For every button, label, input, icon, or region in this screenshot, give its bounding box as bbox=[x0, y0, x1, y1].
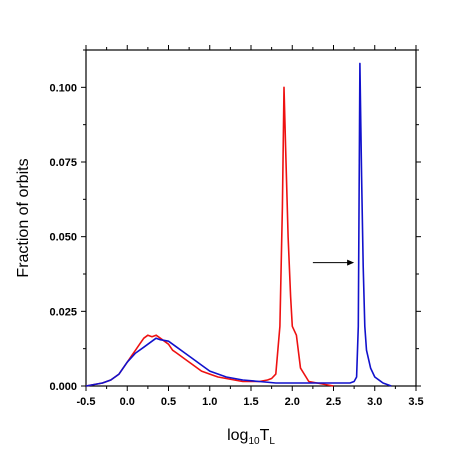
x-label-var: T bbox=[260, 427, 270, 444]
plot-frame bbox=[85, 49, 417, 387]
arrow-head bbox=[347, 259, 355, 266]
annotation-layer bbox=[312, 259, 355, 266]
y-axis-label: Fraction of orbits bbox=[15, 158, 32, 277]
x-tick-label: 1.0 bbox=[202, 396, 217, 408]
x-label-main: log bbox=[227, 427, 248, 444]
x-tick-label: 0.0 bbox=[120, 396, 135, 408]
x-tick-label: 2.5 bbox=[326, 396, 341, 408]
y-tick-label: 0.100 bbox=[49, 82, 77, 94]
series-layer bbox=[85, 62, 392, 387]
x-label-var-sub: L bbox=[269, 436, 275, 447]
x-tick-label: 1.5 bbox=[243, 396, 258, 408]
x-tick-label: 3.5 bbox=[408, 396, 423, 408]
x-axis-label: log10TL bbox=[227, 427, 275, 447]
x-tick-label: 0.5 bbox=[161, 396, 176, 408]
x-tick-label: -0.5 bbox=[77, 396, 96, 408]
x-label-sub: 10 bbox=[248, 436, 260, 447]
y-tick-label: 0.075 bbox=[49, 157, 77, 169]
y-tick-label: 0.000 bbox=[49, 381, 77, 393]
x-axis: -0.5 0.0 0.5 1.0 1.5 2.0 2.5 3.0 3.5 bbox=[77, 45, 424, 408]
y-axis: 0.000 0.025 0.050 0.075 0.100 bbox=[49, 49, 421, 393]
y-tick-label: 0.050 bbox=[49, 232, 77, 244]
series-line-2 bbox=[85, 62, 392, 387]
y-tick-label: 0.025 bbox=[49, 306, 77, 318]
x-tick-label: 2.0 bbox=[285, 396, 300, 408]
series-line-1 bbox=[85, 86, 334, 387]
x-tick-label: 3.0 bbox=[367, 396, 382, 408]
